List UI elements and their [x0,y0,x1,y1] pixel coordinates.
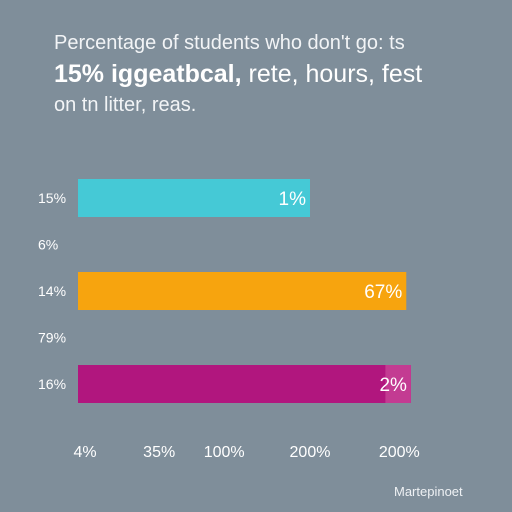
data-label: 67% [364,282,402,303]
x-tick-label: 100% [204,444,245,461]
bar [78,272,407,310]
row-label: 79% [38,330,66,346]
bar-segment [385,365,411,403]
bar [78,179,310,217]
x-tick-label: 200% [290,444,331,461]
row-label: 14% [38,283,66,299]
bar [78,365,411,403]
title-line-1: Percentage of students who don't go: ts [54,32,405,54]
title-line-3: on tn litter, reas. [54,94,197,116]
x-tick-label: 35% [143,444,175,461]
data-label: 1% [279,189,307,210]
chart-title: Percentage of students who don't go: ts … [54,30,494,118]
title-line-2-rest: rete, hours, fest [241,60,423,88]
data-label: 2% [379,375,407,396]
row-label: 16% [38,376,66,392]
title-line-2-bold: 15% iggeatbcal, [54,60,242,88]
x-tick-label: 4% [73,444,96,461]
source-credit: Martepinoet [394,484,463,499]
title-line-2: 15% iggeatbcal, rete, hours, fest [54,58,494,90]
row-label: 15% [38,190,66,206]
x-tick-label: 200% [379,444,420,461]
row-label: 6% [38,237,58,253]
